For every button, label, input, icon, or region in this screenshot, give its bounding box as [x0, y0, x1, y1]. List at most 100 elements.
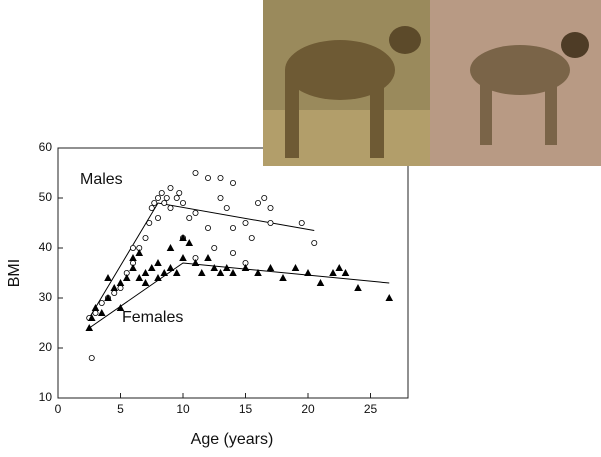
point	[211, 244, 218, 251]
point	[111, 289, 118, 296]
point	[335, 264, 344, 271]
point	[204, 174, 211, 181]
point	[216, 269, 225, 276]
point	[154, 274, 162, 281]
point	[261, 194, 268, 201]
point	[354, 284, 362, 291]
point	[154, 214, 161, 221]
point	[241, 264, 250, 271]
point	[197, 269, 206, 276]
baboon	[285, 40, 395, 100]
plot: 0 5 10 15 20 25 10 20 30 40 50 60	[39, 140, 409, 416]
series-label: Females	[122, 309, 183, 326]
point	[87, 314, 96, 321]
x-tick-label: 20	[301, 402, 315, 416]
baboon-leg	[285, 70, 299, 158]
y-tick-label: 10	[39, 390, 53, 404]
point	[158, 189, 165, 196]
point	[116, 279, 125, 286]
x-tick-label: 10	[176, 402, 190, 416]
point	[186, 214, 193, 221]
point	[229, 249, 236, 256]
point	[141, 279, 150, 286]
x-tick-label: 25	[364, 402, 378, 416]
fit-line	[88, 202, 315, 319]
point	[104, 294, 112, 301]
point	[167, 204, 174, 211]
point	[110, 284, 119, 291]
x-tick-label: 5	[117, 402, 124, 416]
point	[222, 264, 231, 271]
point	[160, 269, 169, 276]
plot-frame	[57, 147, 409, 399]
point	[204, 254, 212, 261]
point	[217, 174, 224, 181]
point	[316, 279, 325, 286]
y-tick-label: 50	[39, 190, 53, 204]
point	[172, 269, 181, 276]
point	[217, 194, 224, 201]
point	[117, 284, 124, 291]
point	[179, 234, 187, 241]
point	[135, 274, 144, 281]
point	[229, 179, 236, 186]
point	[311, 239, 318, 246]
point	[148, 204, 155, 211]
point	[104, 274, 112, 281]
point	[298, 219, 305, 226]
y-tick-label: 30	[39, 290, 53, 304]
point	[291, 264, 300, 271]
point	[191, 259, 200, 266]
point	[154, 194, 161, 201]
photos	[263, 0, 601, 166]
point	[192, 169, 199, 176]
baboon-leg	[545, 75, 557, 145]
point	[210, 264, 219, 271]
point	[267, 219, 274, 226]
point	[161, 199, 168, 206]
x-tick-label: 0	[55, 402, 62, 416]
point	[88, 354, 95, 361]
point	[204, 224, 211, 231]
point	[92, 309, 99, 316]
y-tick-label: 60	[39, 140, 53, 154]
series-label: Males	[80, 171, 123, 188]
baboon-leg	[480, 75, 492, 145]
x-axis-label: Age (years)	[191, 431, 274, 448]
point	[163, 194, 170, 201]
baboon-head	[561, 32, 589, 58]
point	[98, 299, 105, 306]
point	[279, 274, 287, 281]
point	[229, 224, 236, 231]
point	[167, 184, 174, 191]
point	[146, 219, 153, 226]
point	[179, 199, 186, 206]
point	[141, 269, 150, 276]
point	[385, 294, 394, 301]
point	[129, 264, 137, 271]
point	[254, 199, 261, 206]
point	[142, 234, 149, 241]
y-axis-label: BMI	[6, 259, 23, 287]
point	[341, 269, 350, 276]
point	[154, 259, 162, 266]
point	[135, 249, 144, 256]
point	[266, 264, 275, 271]
point	[329, 269, 337, 276]
point	[229, 269, 237, 276]
point	[91, 304, 100, 311]
point	[166, 264, 175, 271]
point	[176, 189, 183, 196]
point	[147, 264, 156, 271]
y-tick-label: 20	[39, 340, 53, 354]
point	[192, 209, 199, 216]
baboon-head	[389, 26, 421, 54]
point	[129, 254, 137, 261]
point	[248, 234, 255, 241]
x-tick-label: 15	[239, 402, 253, 416]
point	[151, 199, 158, 206]
point	[122, 274, 131, 281]
point	[267, 204, 274, 211]
point	[185, 239, 194, 246]
point	[85, 324, 94, 331]
